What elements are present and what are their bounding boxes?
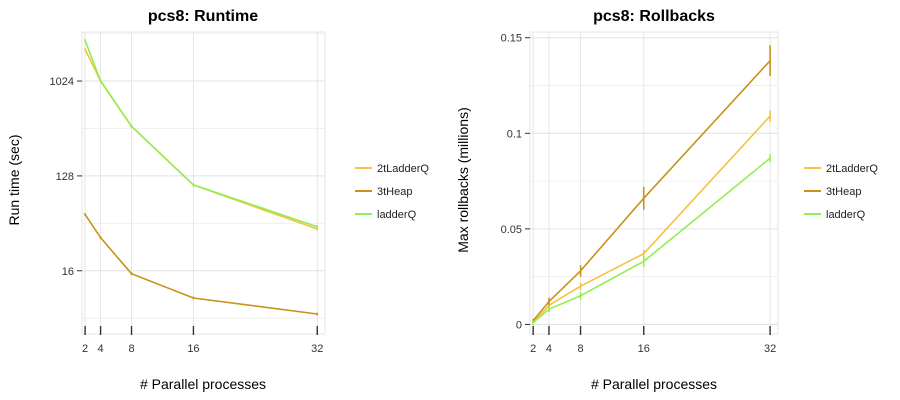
x-tick-label: 16 [187,343,199,355]
x-tick-label: 16 [638,343,650,355]
x-tick-label: 8 [577,343,583,355]
runtime-axes: 16 128 1024 2 4 8 16 32 [50,76,324,355]
x-tick-label: 2 [530,343,536,355]
rollbacks-legend: 2tLadderQ 3tHeap ladderQ [804,163,878,221]
y-tick-label: 128 [56,171,74,183]
y-tick-label: 0.1 [507,128,522,140]
runtime-chart-title: pcs8: Runtime [148,8,258,25]
rollbacks-y-axis-label: Max rollbacks (millions) [455,107,471,252]
x-tick-label: 2 [82,343,88,355]
runtime-grid [81,31,326,335]
legend-label: 2tLadderQ [826,163,878,175]
y-tick-label: 16 [62,266,74,278]
y-tick-label: 0.05 [501,224,522,236]
x-tick-label: 4 [546,343,552,355]
legend-label: ladderQ [377,209,417,221]
legend-label: 2tLadderQ [377,163,429,175]
rollbacks-axes: 0 0.05 0.1 0.15 2 4 8 16 32 [501,33,777,355]
runtime-series [84,38,319,316]
plot-panel [529,31,779,335]
rollbacks-grid [529,31,779,335]
series-3tHeap [532,45,771,323]
runtime-y-axis-label: Run time (sec) [6,134,22,225]
plot-panel [81,31,326,335]
legend-label: ladderQ [826,209,866,221]
x-tick-label: 4 [98,343,104,355]
y-tick-label: 1024 [50,76,74,88]
rollbacks-series [532,45,771,325]
y-tick-label: 0.15 [501,33,522,45]
runtime-legend: 2tLadderQ 3tHeap ladderQ [355,163,429,221]
series-ladderQ [532,154,771,325]
rollbacks-x-axis-label: # Parallel processes [591,376,717,392]
series-ladderQ [84,38,319,229]
x-tick-label: 32 [311,343,323,355]
runtime-chart: pcs8: Runtime # Parallel processes Run t… [6,8,429,392]
x-tick-label: 32 [764,343,776,355]
y-tick-label: 0 [516,319,522,331]
legend-label: 3tHeap [826,186,861,198]
x-tick-label: 8 [128,343,134,355]
legend-label: 3tHeap [377,186,412,198]
rollbacks-chart-title: pcs8: Rollbacks [593,8,715,25]
runtime-x-axis-label: # Parallel processes [140,376,266,392]
series-3tHeap [84,213,319,316]
rollbacks-chart: pcs8: Rollbacks # Parallel processes Max… [455,8,878,392]
